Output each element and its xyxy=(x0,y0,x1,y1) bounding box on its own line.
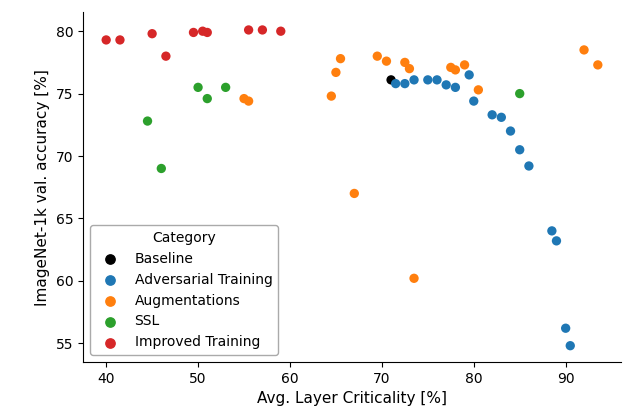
Point xyxy=(331,69,341,76)
Point xyxy=(202,29,212,36)
Point xyxy=(161,53,171,59)
Point xyxy=(243,27,253,33)
Point xyxy=(335,55,346,62)
Point xyxy=(326,93,337,99)
Point xyxy=(349,190,360,197)
X-axis label: Avg. Layer Criticality [%]: Avg. Layer Criticality [%] xyxy=(257,391,447,406)
Point xyxy=(451,67,461,73)
Point xyxy=(381,58,392,64)
Point xyxy=(400,80,410,87)
Point xyxy=(551,238,561,244)
Point xyxy=(257,27,268,33)
Point xyxy=(202,95,212,102)
Point xyxy=(221,84,231,91)
Legend: Baseline, Adversarial Training, Augmentations, SSL, Improved Training: Baseline, Adversarial Training, Augmenta… xyxy=(90,225,278,355)
Point xyxy=(239,95,249,102)
Point xyxy=(147,30,157,37)
Point xyxy=(464,72,474,78)
Point xyxy=(468,98,479,104)
Point xyxy=(561,325,571,332)
Point xyxy=(409,275,419,282)
Point xyxy=(445,64,456,71)
Point xyxy=(115,37,125,43)
Point xyxy=(143,118,153,124)
Point xyxy=(193,84,203,91)
Point xyxy=(515,146,525,153)
Point xyxy=(422,77,433,83)
Point xyxy=(515,90,525,97)
Point xyxy=(198,28,208,35)
Point xyxy=(372,53,382,59)
Point xyxy=(496,114,506,121)
Point xyxy=(460,62,470,68)
Point xyxy=(386,77,396,83)
Point xyxy=(390,80,401,87)
Point xyxy=(400,59,410,66)
Point xyxy=(579,47,589,53)
Point xyxy=(593,62,603,68)
Point xyxy=(487,111,497,118)
Point xyxy=(409,77,419,83)
Point xyxy=(276,28,286,35)
Point xyxy=(441,82,451,88)
Point xyxy=(524,163,534,169)
Point xyxy=(156,165,166,172)
Point xyxy=(101,37,111,43)
Y-axis label: ImageNet-1k val. accuracy [%]: ImageNet-1k val. accuracy [%] xyxy=(35,69,51,306)
Point xyxy=(547,228,557,234)
Point xyxy=(506,128,516,134)
Point xyxy=(188,29,198,36)
Point xyxy=(473,87,483,93)
Point xyxy=(565,342,575,349)
Point xyxy=(451,84,461,91)
Point xyxy=(432,77,442,83)
Point xyxy=(404,65,415,72)
Point xyxy=(243,98,253,104)
